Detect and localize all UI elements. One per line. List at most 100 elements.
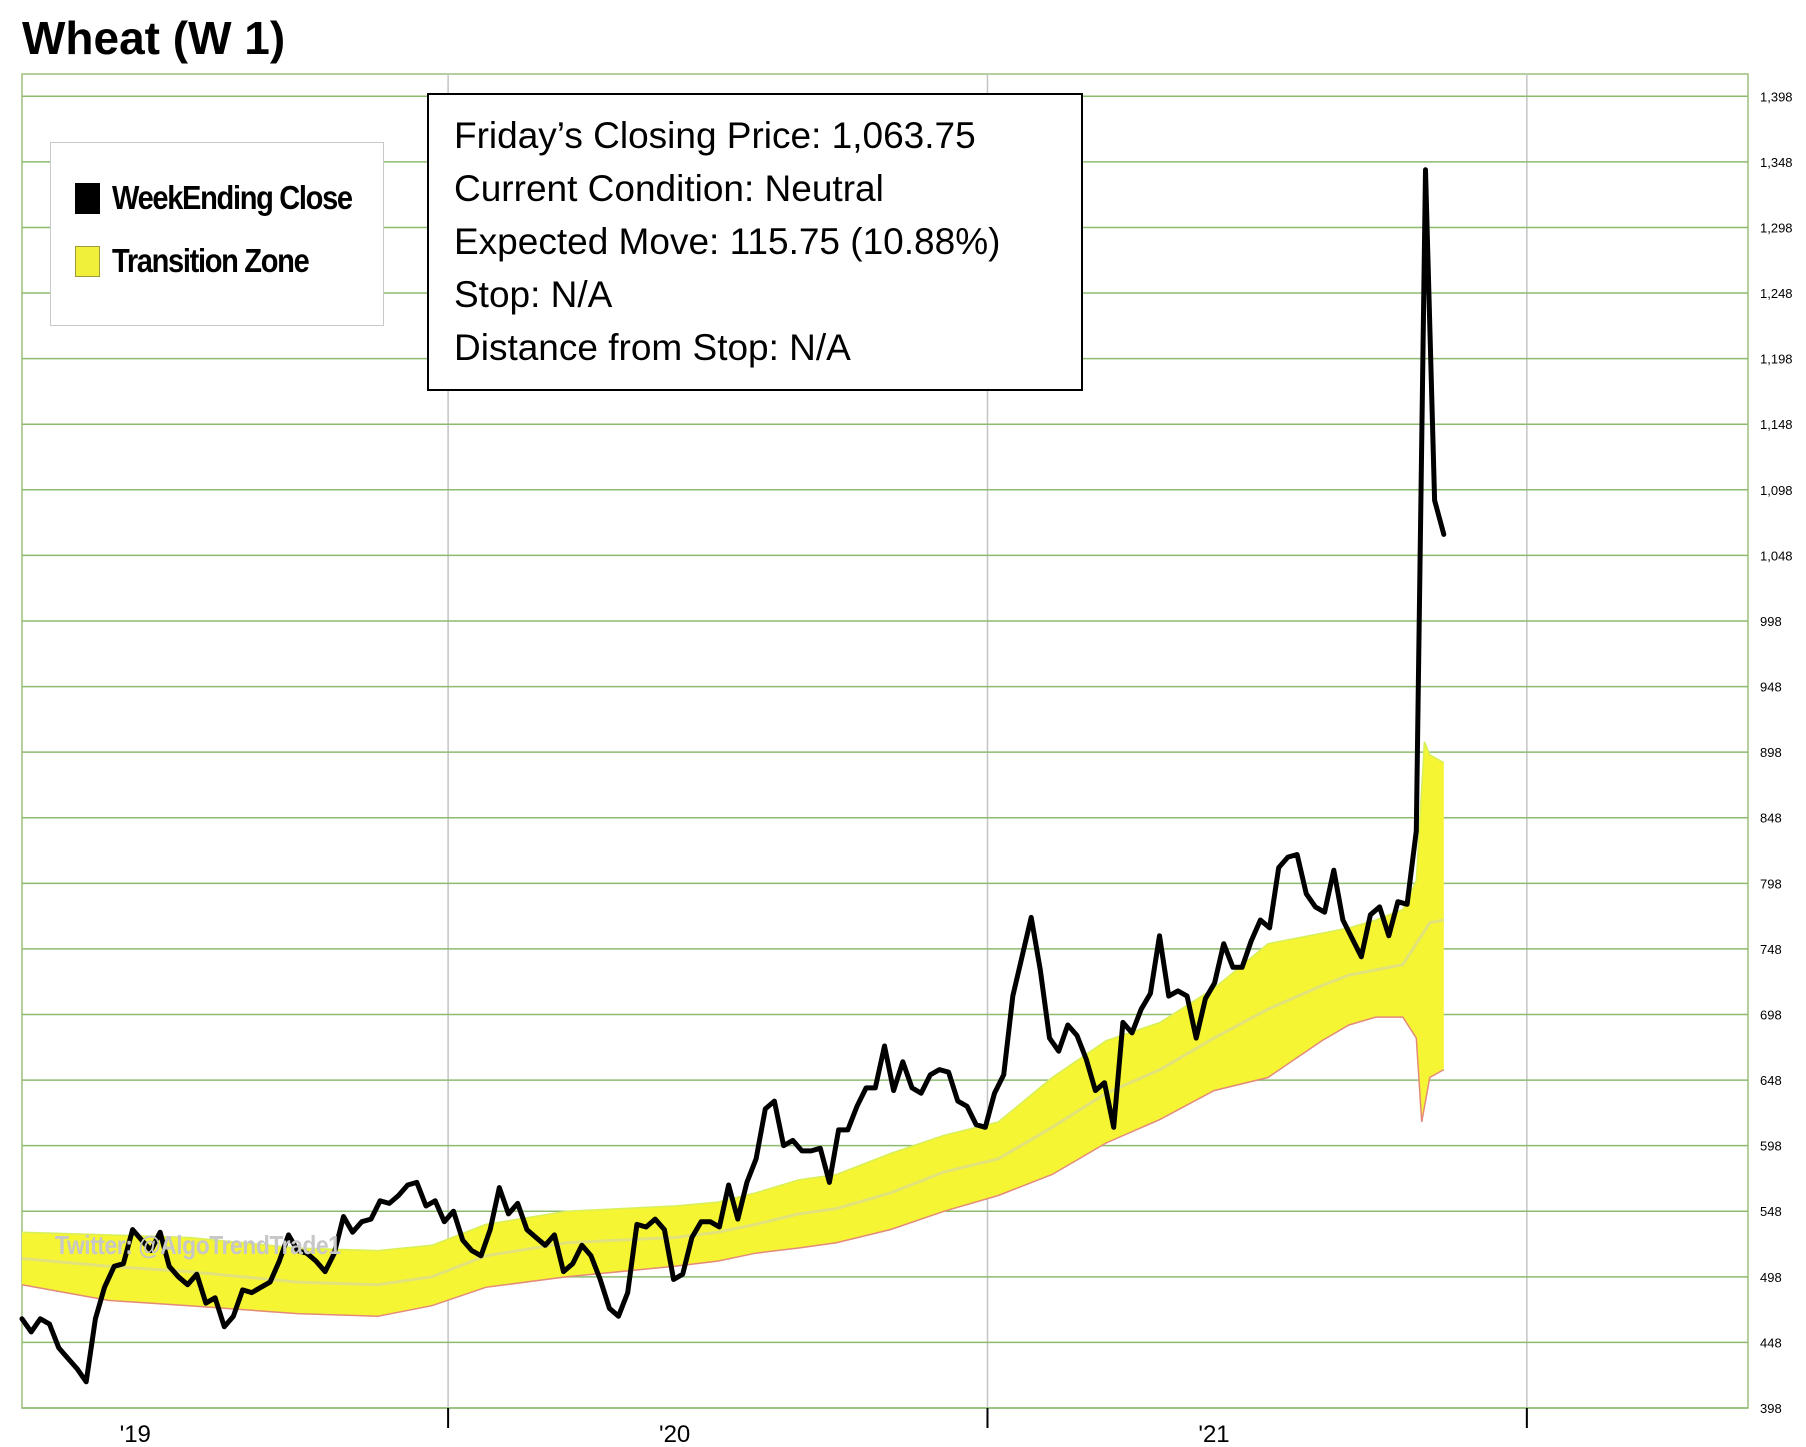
y-tick-label-648: 648 <box>1760 1073 1782 1088</box>
close-point-34 <box>333 1252 335 1254</box>
close-point-32 <box>315 1260 317 1262</box>
legend-label-close: WeekEnding Close <box>112 179 353 216</box>
close-point-63 <box>599 1279 601 1280</box>
close-point-110 <box>1030 916 1032 918</box>
y-tick-label-1198: 1,198 <box>1760 352 1793 367</box>
y-tick-label-1398: 1,398 <box>1760 89 1793 104</box>
close-point-80 <box>755 1158 757 1160</box>
close-point-101 <box>948 1071 950 1073</box>
close-point-81 <box>764 1108 766 1110</box>
close-point-8 <box>94 1318 96 1320</box>
close-point-0 <box>21 1318 23 1320</box>
close-point-91 <box>856 1105 858 1107</box>
close-point-114 <box>1067 1024 1069 1026</box>
close-point-142 <box>1324 911 1326 913</box>
close-point-65 <box>618 1315 619 1317</box>
close-point-128 <box>1195 1037 1197 1039</box>
close-point-79 <box>746 1181 748 1183</box>
close-point-129 <box>1204 998 1206 1000</box>
y-tick-label-998: 998 <box>1760 614 1782 629</box>
close-point-102 <box>957 1100 959 1102</box>
close-point-151 <box>1406 903 1408 905</box>
transition-zone-midline <box>21 918 1445 1287</box>
close-point-53 <box>508 1213 509 1215</box>
y-tick-label-1348: 1,348 <box>1760 155 1793 170</box>
close-point-97 <box>911 1087 913 1089</box>
close-point-137 <box>1278 867 1280 869</box>
close-point-116 <box>1085 1058 1087 1060</box>
close-point-19 <box>196 1273 198 1275</box>
close-point-26 <box>260 1286 262 1288</box>
info-box: Friday’s Closing Price: 1,063.75 Current… <box>427 93 1083 391</box>
close-point-62 <box>590 1255 592 1257</box>
close-point-51 <box>489 1229 491 1231</box>
close-point-67 <box>636 1223 638 1225</box>
close-point-78 <box>737 1218 739 1220</box>
close-point-135 <box>1259 919 1261 921</box>
close-point-13 <box>141 1239 143 1241</box>
close-point-106 <box>994 1092 995 1094</box>
close-point-96 <box>902 1061 904 1063</box>
close-point-77 <box>728 1184 730 1186</box>
y-tick-label-848: 848 <box>1760 811 1782 826</box>
close-point-71 <box>673 1279 675 1280</box>
info-distance-from-stop: Distance from Stop: N/A <box>454 327 851 368</box>
close-point-14 <box>150 1250 152 1252</box>
close-point-152 <box>1415 830 1417 832</box>
close-point-22 <box>223 1326 225 1328</box>
close-point-42 <box>407 1184 409 1186</box>
close-point-52 <box>498 1187 500 1189</box>
close-point-105 <box>984 1126 986 1128</box>
close-point-144 <box>1342 919 1344 921</box>
close-point-10 <box>113 1265 115 1267</box>
y-tick-label-398: 398 <box>1760 1401 1782 1416</box>
close-point-61 <box>581 1244 583 1246</box>
close-point-104 <box>975 1124 977 1126</box>
close-point-4 <box>58 1347 60 1349</box>
y-tick-label-798: 798 <box>1760 876 1782 891</box>
close-point-40 <box>388 1202 390 1204</box>
close-point-66 <box>627 1292 629 1294</box>
y-tick-label-698: 698 <box>1760 1007 1782 1022</box>
close-point-127 <box>1186 995 1188 997</box>
close-point-30 <box>297 1250 299 1252</box>
y-tick-label-1048: 1,048 <box>1760 548 1793 563</box>
close-point-124 <box>1159 935 1160 937</box>
close-point-12 <box>132 1229 134 1231</box>
close-point-43 <box>416 1181 418 1183</box>
close-point-29 <box>288 1234 289 1236</box>
y-tick-label-1298: 1,298 <box>1760 220 1793 235</box>
close-point-154 <box>1434 499 1436 501</box>
close-point-83 <box>783 1145 785 1147</box>
close-point-72 <box>682 1273 684 1275</box>
close-point-2 <box>39 1318 41 1320</box>
close-point-50 <box>480 1255 482 1257</box>
close-point-18 <box>187 1284 189 1286</box>
close-point-131 <box>1223 943 1225 945</box>
close-point-6 <box>76 1368 78 1370</box>
y-tick-label-1148: 1,148 <box>1760 417 1793 432</box>
close-point-38 <box>370 1218 372 1220</box>
close-point-132 <box>1232 966 1234 968</box>
x-tick-label-1: '20 <box>659 1421 690 1447</box>
close-point-136 <box>1269 927 1271 929</box>
close-price-line <box>19 167 1447 1385</box>
y-tick-label-1098: 1,098 <box>1760 483 1793 498</box>
y-tick-label-748: 748 <box>1760 942 1782 957</box>
close-point-60 <box>572 1263 574 1265</box>
close-point-141 <box>1314 906 1316 908</box>
close-point-3 <box>49 1323 50 1325</box>
close-point-73 <box>691 1237 693 1238</box>
close-point-122 <box>1140 1008 1142 1010</box>
close-point-68 <box>645 1226 647 1228</box>
close-point-39 <box>379 1200 381 1202</box>
close-point-138 <box>1287 856 1289 858</box>
close-point-58 <box>553 1234 555 1236</box>
y-tick-label-1248: 1,248 <box>1760 286 1793 301</box>
close-point-108 <box>1012 995 1014 997</box>
close-point-48 <box>462 1239 464 1241</box>
close-point-123 <box>1149 993 1151 994</box>
black-square-icon <box>75 182 100 214</box>
close-point-20 <box>205 1302 207 1304</box>
